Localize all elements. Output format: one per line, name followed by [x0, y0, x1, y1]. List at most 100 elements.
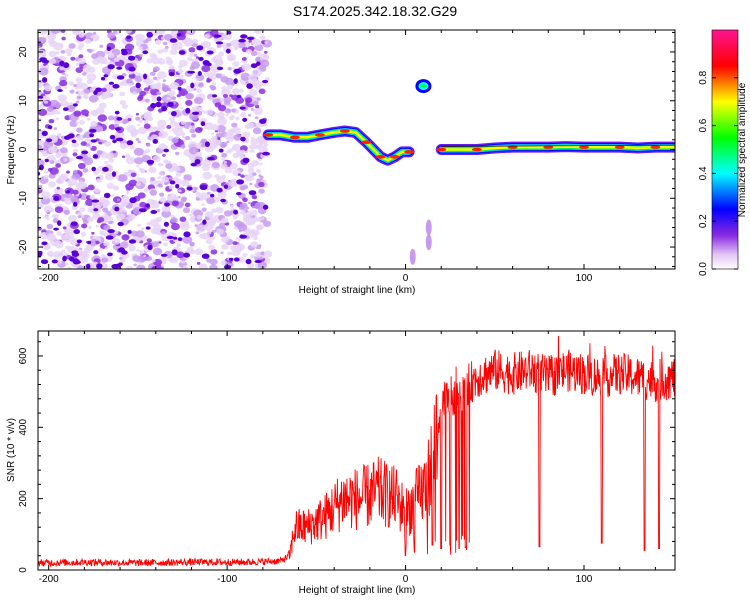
noise-blob	[187, 153, 191, 157]
noise-blob	[161, 233, 171, 242]
noise-blob	[221, 152, 228, 158]
noise-blob-strong	[38, 171, 41, 176]
noise-blob	[201, 232, 211, 240]
noise-blob	[239, 88, 244, 93]
noise-blob	[136, 264, 146, 269]
noise-blob	[173, 178, 182, 186]
noise-blob	[240, 72, 251, 81]
spectrogram-y-label: Frequency (Hz)	[6, 116, 17, 185]
noise-blob	[75, 100, 80, 104]
noise-blob	[205, 211, 214, 218]
noise-blob	[75, 77, 83, 83]
ridge-peak	[436, 147, 447, 152]
noise-blob	[71, 141, 80, 148]
noise-blob-strong	[138, 208, 147, 213]
ridge-peak	[361, 140, 372, 144]
noise-blob	[125, 156, 136, 165]
noise-blob	[89, 195, 96, 200]
noise-blob	[116, 198, 120, 202]
noise-blob	[226, 42, 232, 47]
noise-blob	[75, 91, 79, 94]
noise-blob	[38, 108, 48, 116]
y-tick-label: 400	[18, 419, 29, 436]
noise-blob-strong	[71, 252, 80, 257]
noise-blob	[185, 99, 193, 106]
noise-blob-strong	[192, 111, 200, 116]
noise-blob-strong	[70, 221, 78, 226]
noise-blob	[137, 192, 146, 199]
noise-blob	[80, 141, 87, 147]
noise-blob	[256, 52, 262, 56]
noise-blob	[107, 32, 116, 39]
noise-blob	[240, 112, 247, 118]
noise-blob	[156, 91, 162, 96]
noise-blob	[231, 122, 238, 128]
noise-blob-strong	[175, 184, 180, 189]
x-tick-label: -200	[39, 273, 59, 284]
noise-blob-strong	[147, 244, 153, 251]
noise-blob	[96, 178, 102, 183]
noise-blob	[215, 73, 222, 79]
noise-blob	[240, 174, 245, 178]
colorbar-tick-label: 0.0	[698, 262, 709, 276]
noise-blob	[64, 48, 73, 55]
noise-blob-strong	[106, 46, 112, 52]
noise-blob	[188, 47, 196, 53]
noise-blob	[226, 84, 234, 90]
noise-blob-strong	[89, 133, 94, 138]
noise-blob	[87, 216, 94, 223]
noise-blob	[38, 144, 43, 152]
noise-blob	[63, 158, 68, 162]
x-tick-label: 0	[403, 574, 409, 585]
noise-blob	[206, 238, 213, 245]
noise-blob	[65, 238, 70, 243]
noise-blob	[241, 63, 252, 71]
noise-blob	[149, 71, 156, 77]
noise-blob	[48, 58, 57, 65]
noise-blob-strong	[103, 74, 109, 78]
noise-blob	[57, 133, 62, 137]
noise-blob-strong	[246, 36, 255, 40]
noise-blob	[45, 217, 50, 221]
noise-blob	[230, 114, 236, 119]
noise-blob	[221, 236, 229, 243]
noise-blob	[80, 232, 87, 237]
noise-blob-strong	[93, 250, 99, 255]
noise-blob	[118, 174, 128, 182]
y-tick-label: -10	[18, 191, 29, 206]
noise-blob	[95, 50, 106, 59]
noise-blob	[189, 128, 196, 134]
noise-blob-strong	[171, 249, 178, 256]
noise-blob	[126, 191, 129, 195]
noise-blob	[73, 169, 78, 174]
noise-blob	[215, 206, 224, 214]
noise-blob	[222, 32, 232, 41]
noise-blob	[172, 66, 176, 70]
noise-blob	[220, 76, 229, 83]
noise-blob	[239, 155, 245, 160]
noise-blob-strong	[216, 187, 223, 193]
noise-blob	[102, 207, 109, 213]
noise-blob-strong	[116, 66, 123, 70]
noise-blob	[79, 250, 88, 258]
noise-blob	[178, 189, 182, 193]
noise-blob	[49, 160, 55, 165]
noise-blob	[256, 217, 262, 222]
noise-blob-strong	[262, 204, 269, 210]
noise-blob-strong	[194, 159, 201, 165]
noise-blob	[96, 56, 106, 64]
noise-blob	[149, 189, 157, 196]
noise-blob	[136, 176, 141, 181]
noise-blob	[66, 170, 70, 174]
noise-blob-strong	[143, 73, 148, 80]
noise-blob	[38, 82, 43, 89]
noise-blob	[195, 197, 200, 201]
noise-blob	[156, 209, 161, 212]
noise-blob-strong	[102, 166, 109, 172]
noise-blob-strong	[200, 121, 206, 127]
noise-blob	[218, 104, 227, 112]
noise-blob	[143, 254, 147, 257]
noise-blob	[59, 66, 65, 71]
noise-blob	[204, 72, 210, 77]
noise-blob	[257, 261, 267, 269]
